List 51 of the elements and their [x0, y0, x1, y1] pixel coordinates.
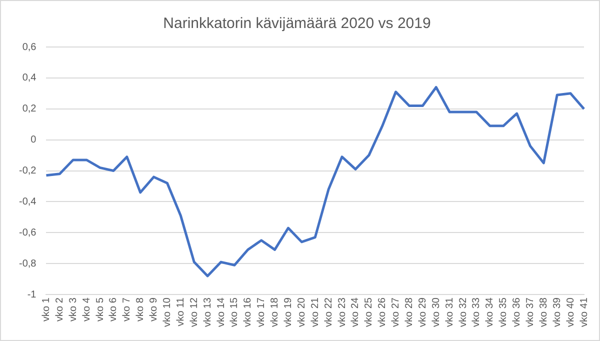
x-tick-label: vko 17: [256, 297, 268, 328]
x-tick-label: vko 6: [108, 297, 120, 322]
x-tick-label: vko 37: [524, 297, 536, 328]
x-tick-label: vko 41: [578, 297, 590, 328]
x-tick-label: vko 23: [336, 297, 348, 328]
x-tick-label: vko 26: [377, 297, 388, 328]
x-tick-label: vko 27: [390, 297, 402, 328]
x-tick-label: vko 4: [81, 297, 92, 322]
x-tick-label: vko 22: [323, 297, 334, 328]
y-tick-label: -0,4: [18, 196, 37, 208]
y-tick-label: -0,8: [18, 258, 37, 270]
x-tick-label: vko 32: [458, 297, 469, 328]
y-tick-label: 0,4: [22, 72, 37, 84]
x-tick-label: vko 20: [296, 297, 308, 328]
x-tick-label: vko 36: [512, 297, 523, 328]
x-tick-label: vko 14: [216, 297, 227, 328]
y-tick-label: 0,6: [22, 42, 37, 53]
y-tick-label: -0,2: [18, 166, 37, 177]
x-tick-label: vko 10: [162, 297, 173, 328]
y-tick-label: 0: [30, 134, 37, 146]
x-tick-label: vko 1: [40, 297, 52, 322]
x-tick-label: vko 7: [122, 297, 133, 322]
x-tick-label: vko 2: [54, 297, 66, 322]
y-tick-label: 0,2: [22, 104, 37, 115]
x-tick-label: vko 8: [135, 297, 146, 322]
x-tick-label: vko 13: [202, 297, 214, 328]
x-tick-label: vko 38: [538, 297, 550, 328]
x-tick-label: vko 30: [430, 297, 442, 328]
x-tick-label: vko 39: [552, 297, 563, 328]
x-tick-label: vko 40: [565, 297, 576, 328]
x-tick-label: vko 18: [270, 297, 281, 328]
x-tick-label: vko 25: [364, 297, 375, 328]
x-tick-label: vko 35: [498, 297, 510, 328]
x-tick-label: vko 5: [94, 297, 106, 322]
y-tick-label: -0,6: [18, 227, 37, 238]
y-tick-label: -1: [27, 289, 37, 300]
chart-title: Narinkkatorin kävijämäärä 2020 vs 2019: [163, 15, 431, 32]
x-tick-label: vko 24: [350, 297, 362, 328]
x-tick-label: vko 33: [471, 297, 482, 328]
x-tick-label: vko 21: [310, 297, 321, 328]
x-tick-label: vko 31: [444, 297, 456, 328]
x-tick-label: vko 9: [148, 297, 160, 322]
x-tick-label: vko 28: [404, 297, 415, 328]
x-tick-label: vko 11: [175, 297, 186, 326]
x-tick-label: vko 16: [242, 297, 254, 328]
x-tick-label: vko 34: [484, 297, 496, 328]
x-tick-label: vko 12: [188, 297, 200, 328]
x-tick-label: vko 15: [229, 297, 240, 328]
x-tick-label: vko 3: [68, 297, 79, 322]
x-tick-label: vko 19: [282, 297, 294, 328]
x-tick-label: vko 29: [417, 297, 428, 328]
